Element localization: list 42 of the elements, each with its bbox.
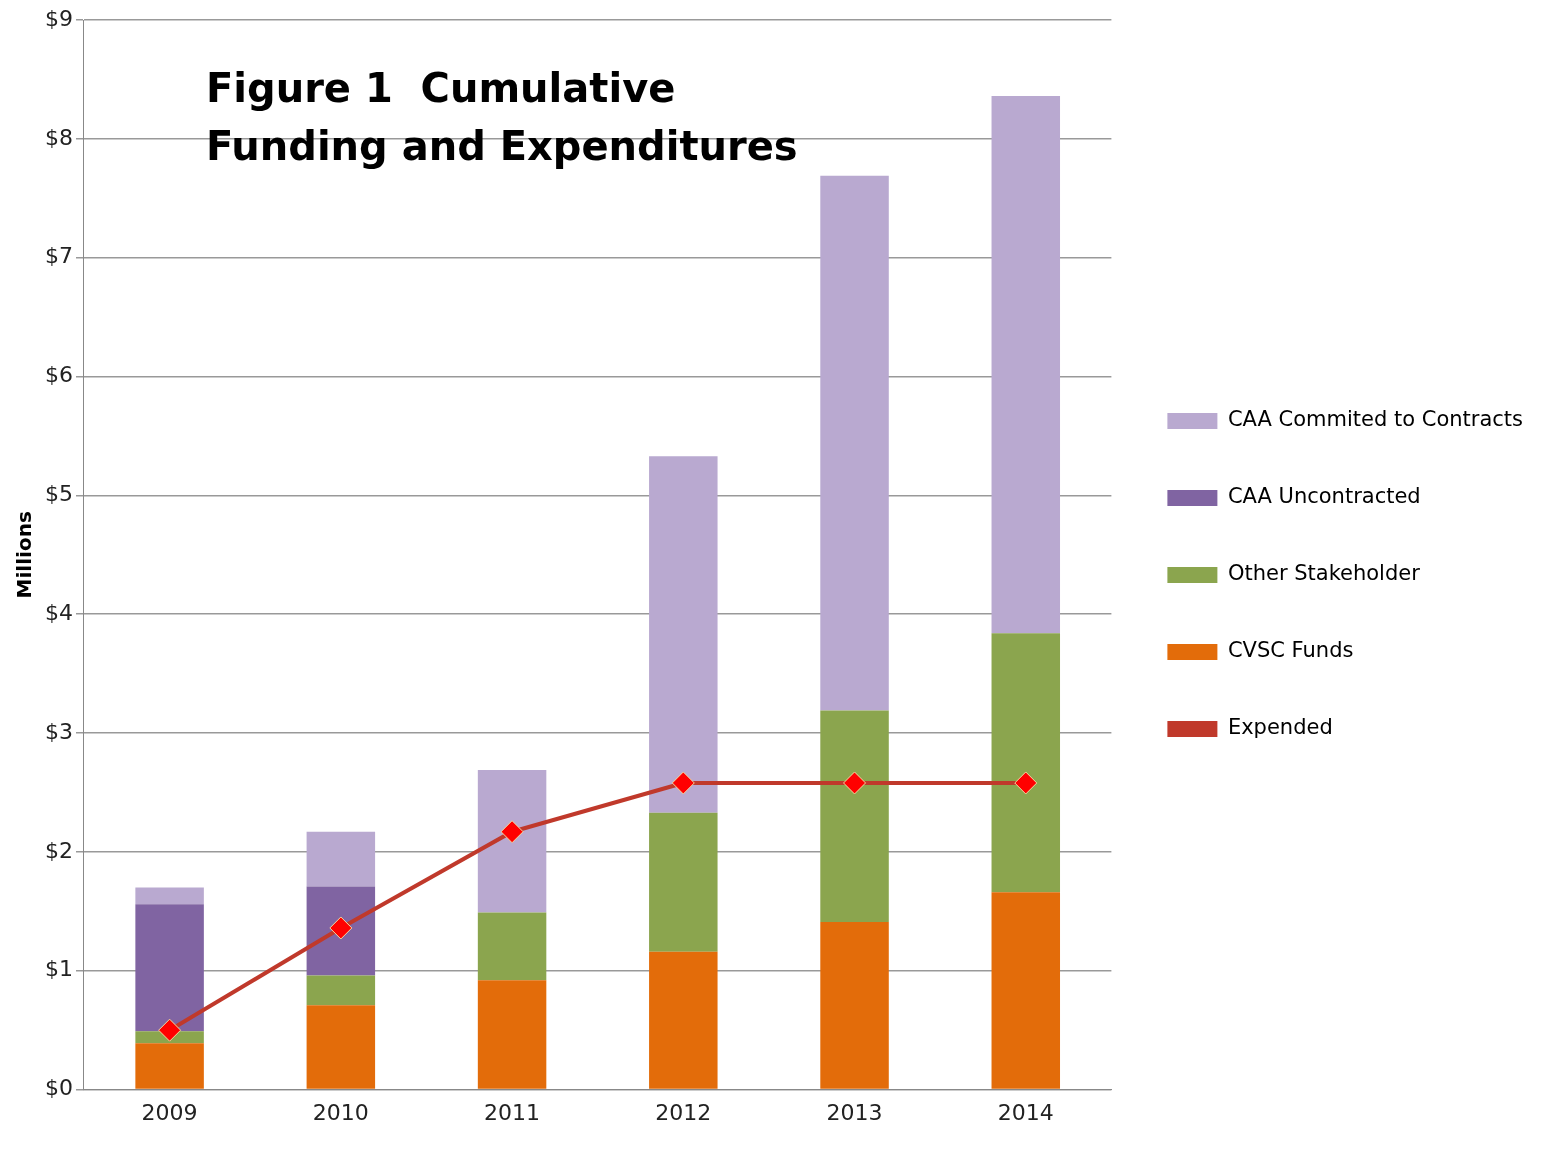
x-tick-label: 2012: [655, 1099, 712, 1125]
legend-label: Expended: [1227, 715, 1333, 740]
bar: [477, 912, 547, 981]
legend-label: Other Stakeholder: [1227, 561, 1421, 586]
bar: [477, 769, 547, 913]
bar: [306, 1005, 376, 1089]
bar: [649, 812, 718, 952]
bar: [649, 456, 718, 813]
bar: [135, 904, 204, 1032]
y-tick-label: $3: [44, 718, 73, 744]
y-tick-label: $1: [44, 956, 73, 982]
bar: [135, 887, 204, 905]
y-tick-label: $2: [44, 837, 73, 863]
legend-label: CVSC Funds: [1227, 638, 1354, 663]
bar: [991, 96, 1061, 634]
y-tick-label: $7: [44, 243, 73, 269]
bar: [306, 975, 376, 1006]
bar: [991, 892, 1061, 1089]
x-tick-label: 2010: [312, 1099, 369, 1125]
x-tick-label: 2013: [826, 1099, 883, 1125]
bar: [991, 633, 1061, 893]
y-tick-label: $0: [44, 1075, 73, 1101]
y-tick-label: $5: [44, 481, 73, 507]
bar: [649, 951, 718, 1089]
bar: [306, 831, 376, 887]
text: Figure 1 Cumulative Funding and Expenditures: [205, 65, 798, 170]
y-tick-label: $6: [44, 362, 73, 388]
bar: [477, 980, 547, 1089]
bar: [306, 886, 376, 976]
bar: [820, 710, 889, 923]
x-tick-label: 2009: [141, 1099, 198, 1125]
x-tick-label: 2011: [484, 1099, 541, 1125]
legend-label: CAA Uncontracted: [1227, 484, 1421, 509]
x-tick-label: 2014: [997, 1099, 1054, 1125]
y-tick-label: $4: [44, 599, 73, 625]
y-tick-label: $8: [44, 124, 73, 150]
y-tick-label: $9: [44, 5, 73, 31]
bar: [820, 922, 889, 1089]
legend-label: CAA Commited to Contracts: [1227, 407, 1523, 432]
y-axis-title: Millions: [12, 511, 37, 599]
bar: [820, 175, 889, 711]
bar: [135, 1043, 204, 1089]
